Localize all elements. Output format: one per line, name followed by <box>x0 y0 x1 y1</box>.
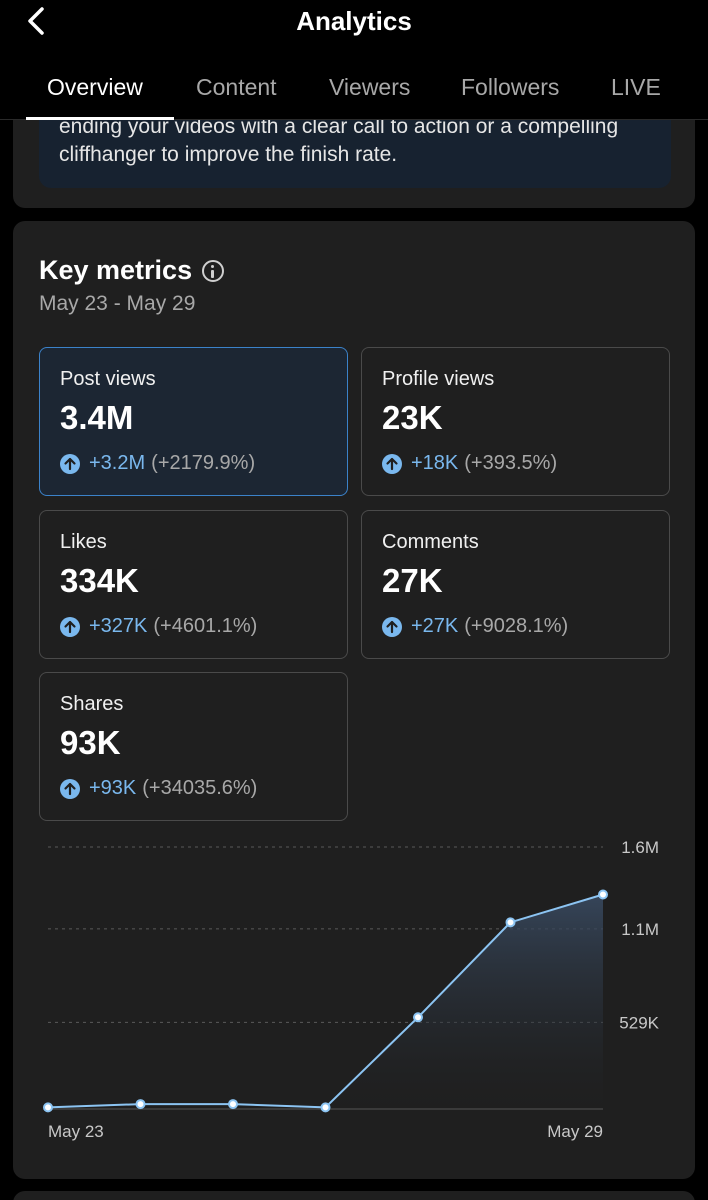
metric-label: Likes <box>60 531 107 553</box>
arrow-up-icon <box>382 453 402 474</box>
metric-delta: +327K (+4601.1%) <box>60 615 257 638</box>
tab-bar: Overview Content Viewers Followers LIVE <box>0 64 708 120</box>
key-metrics-title: Key metrics <box>39 255 193 285</box>
tab-content[interactable]: Content <box>196 74 277 100</box>
x-tick-label-end: May 29 <box>547 1122 603 1141</box>
chart-data-point <box>43 1102 53 1113</box>
post-views-chart[interactable]: 529K 1.1M 1.6M May 23 May 29 <box>13 841 695 1161</box>
metric-label: Post views <box>60 368 156 390</box>
tab-followers[interactable]: Followers <box>461 74 560 100</box>
arrow-up-icon <box>60 453 80 474</box>
metric-tile-shares[interactable]: Shares 93K +93K (+34035.6%) <box>39 672 348 821</box>
tab-overview[interactable]: Overview <box>47 74 143 100</box>
metric-delta: +18K (+393.5%) <box>382 452 557 475</box>
metric-value: 23K <box>382 399 443 436</box>
metric-delta: +27K (+9028.1%) <box>382 615 568 638</box>
metric-tile-likes[interactable]: Likes 334K +327K (+4601.1%) <box>39 510 348 659</box>
delta-absolute: +18K <box>411 452 459 474</box>
metric-tile-comments[interactable]: Comments 27K +27K (+9028.1%) <box>361 510 670 659</box>
chart-data-point <box>505 917 516 928</box>
metric-label: Profile views <box>382 368 495 390</box>
metric-label: Shares <box>60 693 124 715</box>
metric-value: 93K <box>60 724 121 761</box>
metric-value: 27K <box>382 562 443 599</box>
chart-area-fill <box>48 894 603 1109</box>
chart-data-point <box>135 1099 146 1110</box>
delta-absolute: +27K <box>411 615 459 637</box>
metric-delta: +3.2M (+2179.9%) <box>60 452 255 475</box>
y-tick-label: 1.1M <box>621 920 659 939</box>
delta-percent: (+4601.1%) <box>153 615 258 637</box>
arrow-up-icon <box>60 616 80 637</box>
tab-live[interactable]: LIVE <box>611 74 661 100</box>
top-bar: Analytics <box>0 0 708 44</box>
chart-data-point <box>228 1099 238 1110</box>
metric-tile-post-views[interactable]: Post views 3.4M +3.2M (+2179.9%) <box>39 347 348 496</box>
delta-percent: (+393.5%) <box>464 452 558 474</box>
x-tick-label-start: May 23 <box>48 1122 104 1141</box>
key-metrics-heading: Key metrics <box>39 255 225 286</box>
date-range: May 23 - May 29 <box>39 292 196 315</box>
info-icon[interactable] <box>202 259 225 282</box>
arrow-up-icon <box>60 778 80 799</box>
metric-value: 334K <box>60 562 139 599</box>
delta-absolute: +327K <box>89 615 148 637</box>
tab-viewers[interactable]: Viewers <box>329 74 411 100</box>
arrow-up-icon <box>382 616 402 637</box>
metric-value: 3.4M <box>60 399 134 436</box>
metric-delta: +93K (+34035.6%) <box>60 777 257 800</box>
y-tick-label: 529K <box>619 1013 659 1032</box>
delta-percent: (+9028.1%) <box>464 615 569 637</box>
next-card <box>13 1191 695 1200</box>
chart-data-point <box>413 1012 423 1023</box>
metric-label: Comments <box>382 531 479 553</box>
delta-percent: (+34035.6%) <box>142 777 258 799</box>
page-title: Analytics <box>296 6 412 36</box>
delta-absolute: +93K <box>89 777 137 799</box>
chart-data-point <box>320 1102 331 1113</box>
key-metrics-card: Key metrics May 23 - May 29 Post views 3… <box>13 221 695 1179</box>
metric-tile-profile-views[interactable]: Profile views 23K +18K (+393.5%) <box>361 347 670 496</box>
back-chevron-icon[interactable] <box>22 4 52 38</box>
tip-text: ending your videos with a clear call to … <box>59 115 619 166</box>
delta-percent: (+2179.9%) <box>151 452 256 474</box>
y-tick-label: 1.6M <box>621 841 659 857</box>
chart-data-point <box>598 889 608 900</box>
active-tab-indicator <box>26 117 174 120</box>
delta-absolute: +3.2M <box>89 452 146 474</box>
